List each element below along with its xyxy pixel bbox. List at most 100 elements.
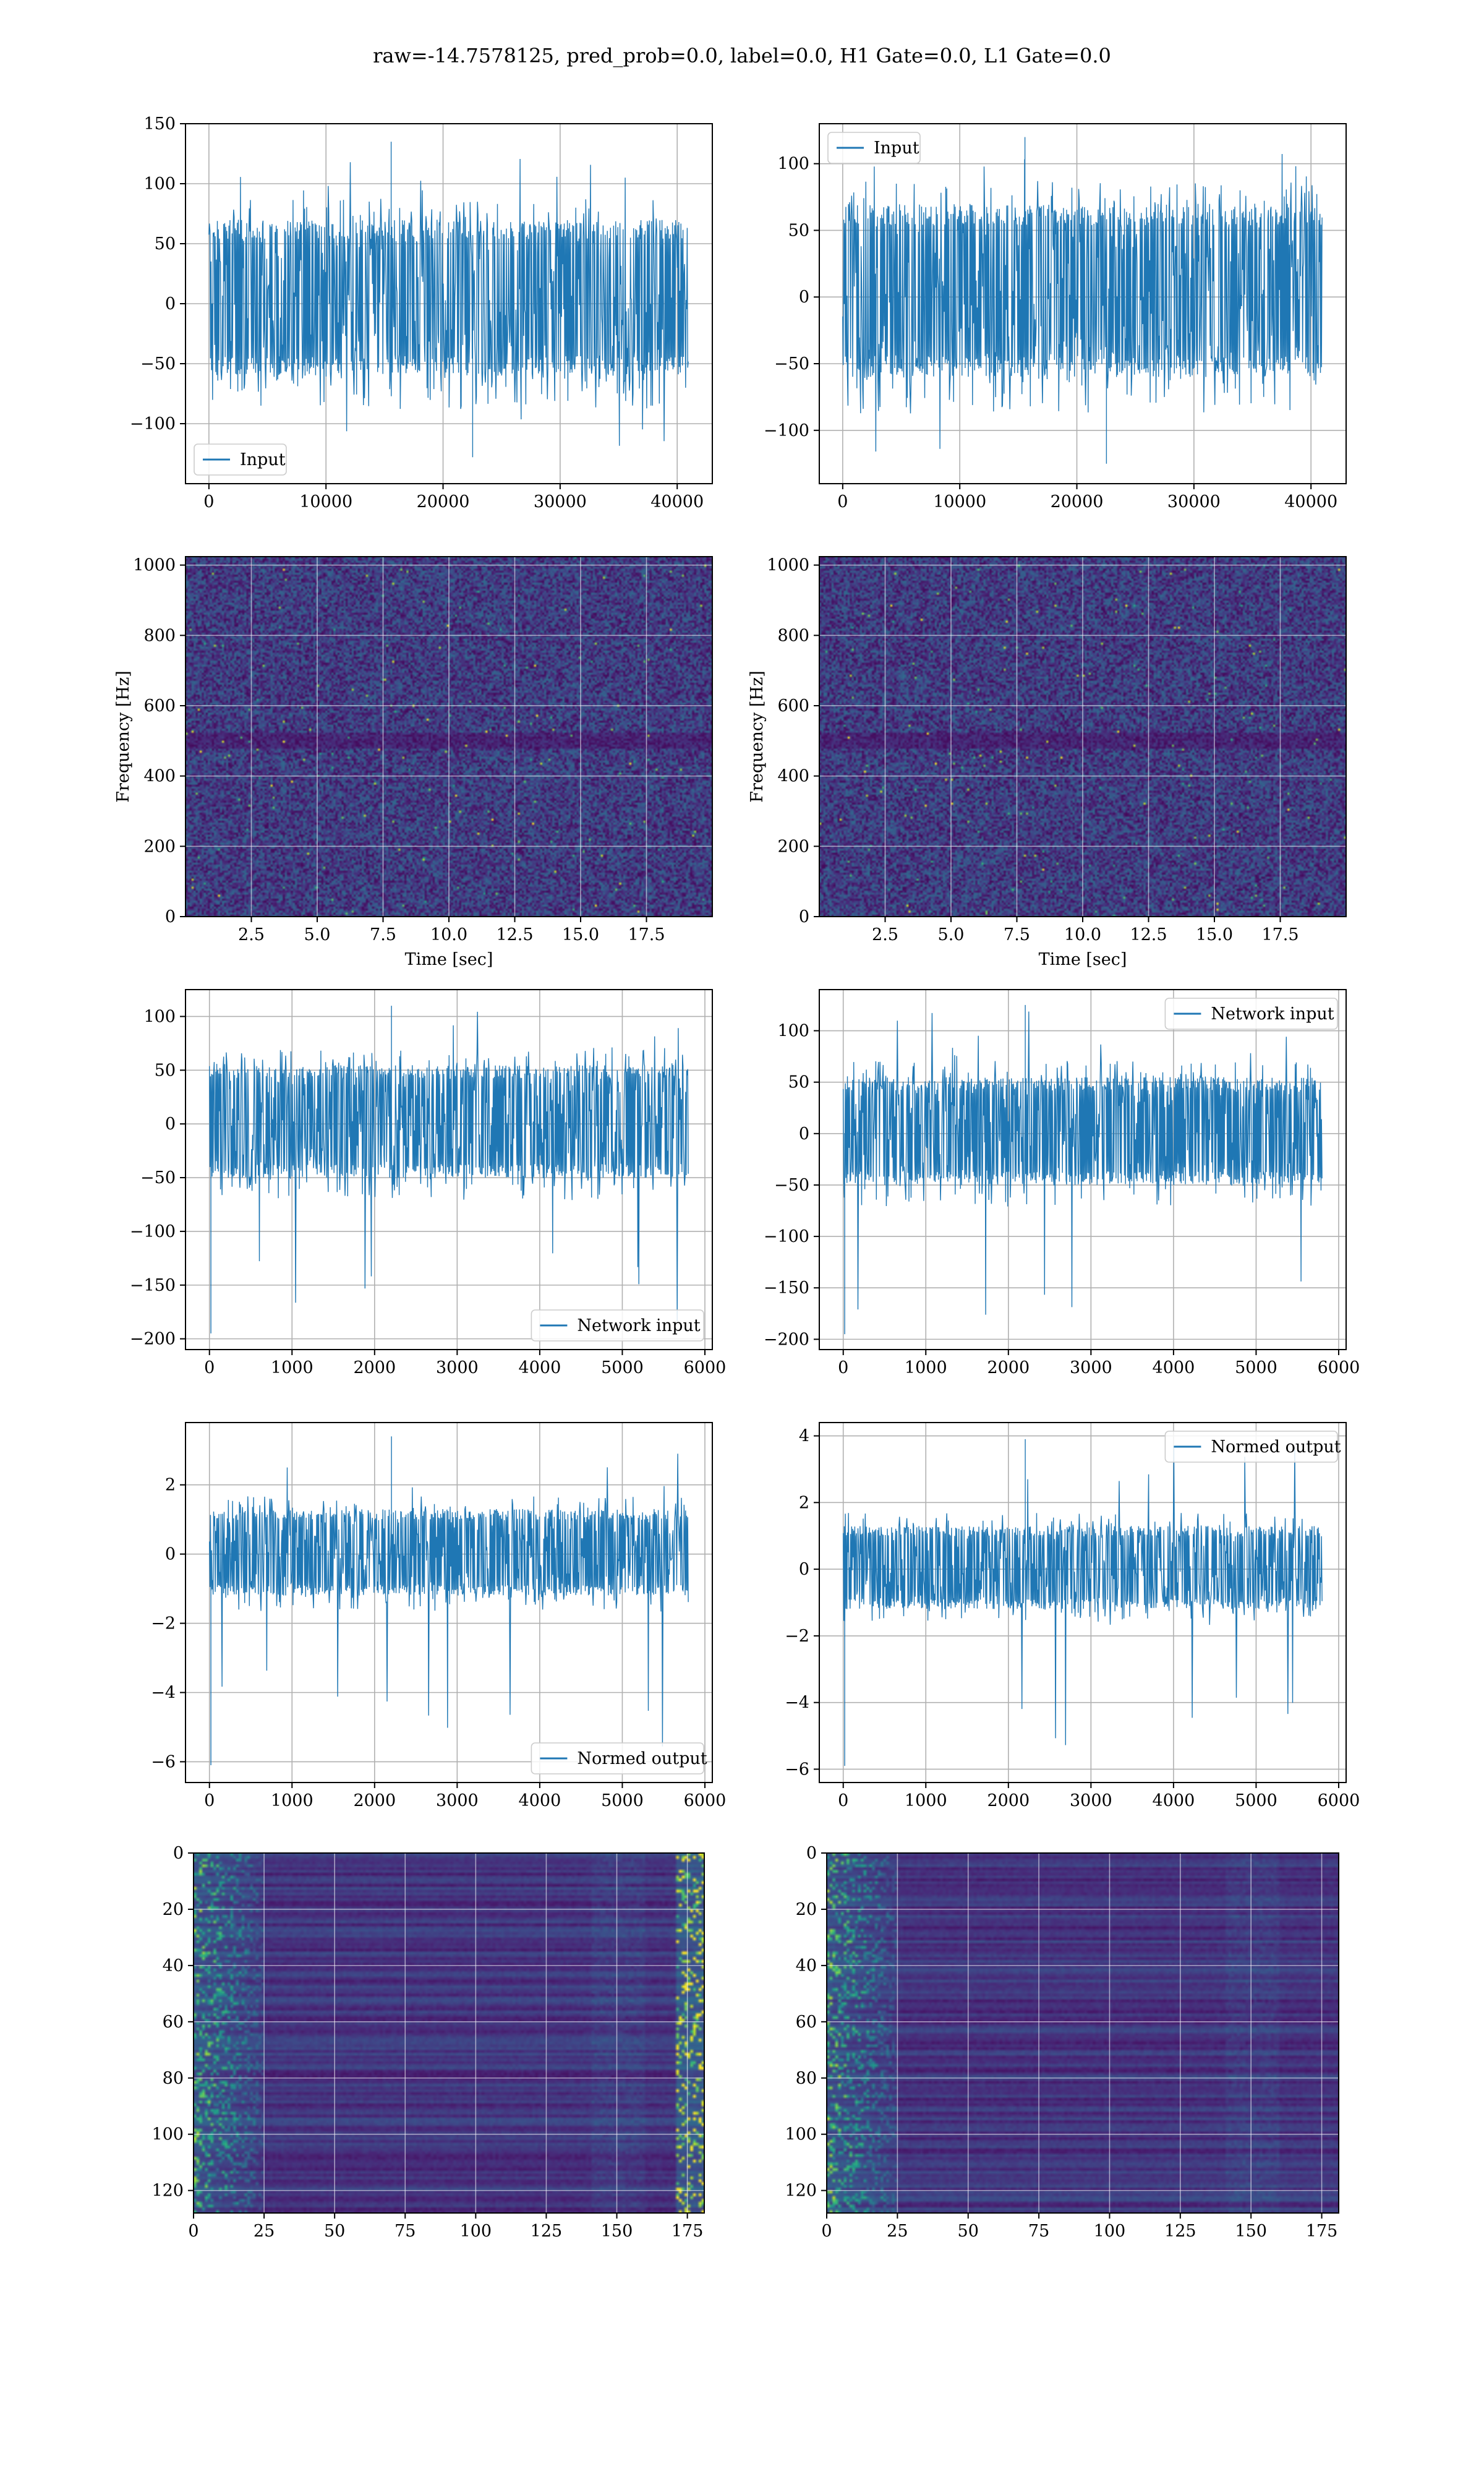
legend-frame [1164, 1431, 1338, 1463]
x-tick-label: 2000 [353, 1358, 396, 1377]
y-tick-label: 100 [151, 2125, 184, 2144]
x-tick-label: 125 [1164, 2222, 1196, 2241]
x-tick-label: 0 [837, 492, 848, 511]
y-tick-label: 0 [799, 1560, 809, 1579]
y-tick-label: 0 [165, 1115, 176, 1134]
heatmap-image [194, 1853, 704, 2213]
y-tick-label: 50 [155, 234, 176, 254]
l1-feature-map-panel: 0 25 50 75 100 125 150 175 0 20 40 60 80 100 120 [785, 1844, 1339, 2241]
y-tick-label: −4 [151, 1684, 176, 1703]
x-tick-label: 4000 [1153, 1358, 1195, 1377]
legend-label: Normed output [1211, 1437, 1341, 1457]
x-axis-label: Time [sec] [1039, 950, 1127, 969]
x-tick-label: 3000 [436, 1358, 479, 1377]
y-tick-label: 0 [165, 1545, 176, 1564]
y-tick-label: 100 [777, 1022, 809, 1041]
x-tick-label: 10000 [933, 492, 986, 511]
legend-label: Input [874, 139, 919, 158]
heatmap-image [827, 1853, 1339, 2213]
x-tick-label: 1000 [905, 1358, 947, 1377]
y-tick-label: 0 [173, 1844, 184, 1863]
legend-frame [194, 443, 287, 476]
x-tick-label: 15.0 [562, 925, 599, 944]
x-tick-label: 125 [531, 2222, 563, 2241]
series-line [842, 137, 1323, 464]
legend: Normed output [1164, 1431, 1341, 1463]
x-tick-label: 4000 [519, 1791, 561, 1810]
x-tick-label: 5.0 [304, 925, 331, 944]
legend-frame [531, 1742, 704, 1774]
y-tick-label: −100 [130, 1222, 176, 1241]
x-tick-label: 40000 [650, 492, 704, 511]
y-tick-label: 120 [785, 2181, 817, 2201]
x-tick-label: 5000 [601, 1791, 644, 1810]
x-tick-label: 2000 [987, 1791, 1030, 1810]
x-tick-label: 20000 [417, 492, 470, 511]
x-tick-label: 6000 [1318, 1791, 1360, 1810]
x-tick-label: 12.5 [1130, 925, 1167, 944]
x-tick-label: 40000 [1284, 492, 1337, 511]
x-tick-label: 0 [821, 2222, 832, 2241]
x-tick-label: 150 [601, 2222, 633, 2241]
y-tick-label: 150 [143, 114, 176, 134]
y-tick-label: −100 [764, 421, 809, 440]
y-tick-label: −2 [151, 1614, 176, 1633]
y-tick-label: 50 [155, 1061, 176, 1080]
legend-frame [827, 132, 921, 164]
y-tick-label: 80 [163, 2069, 184, 2088]
y-tick-label: 2 [799, 1493, 809, 1512]
x-tick-label: 0 [203, 492, 214, 511]
y-tick-label: 80 [796, 2069, 817, 2088]
y-tick-label: 60 [796, 2013, 817, 2032]
axes-frame [819, 1422, 1347, 1783]
figure-title: raw=-14.7578125, pred_prob=0.0, label=0.… [373, 44, 1111, 67]
x-tick-label: 75 [394, 2222, 416, 2241]
x-axis-label: Time [sec] [405, 950, 493, 969]
x-tick-label: 4000 [519, 1358, 561, 1377]
y-tick-label: −100 [130, 414, 176, 434]
x-tick-label: 4000 [1153, 1791, 1195, 1810]
axes-frame [819, 989, 1347, 1350]
x-tick-label: 0 [188, 2222, 198, 2241]
y-tick-label: 2 [165, 1476, 176, 1495]
y-tick-label: −200 [764, 1330, 809, 1349]
x-tick-label: 2.5 [872, 925, 898, 944]
y-tick-label: 0 [165, 907, 176, 927]
x-tick-label: 1000 [271, 1791, 313, 1810]
series-line [209, 1436, 689, 1765]
axes-frame [193, 1852, 705, 2214]
y-tick-label: 200 [143, 837, 176, 856]
y-tick-label: 60 [163, 2013, 184, 2032]
h1-input-panel: Input 0 10000 20000 30000 40000 150 100 50 0 −50 −1… [130, 114, 713, 511]
h1-normed-output-panel: Normed output 0 1000 2000 3000 4000 5000 6000 2 0… [151, 1422, 726, 1810]
legend: Network input [531, 1309, 704, 1342]
x-tick-label: 5.0 [938, 925, 965, 944]
h1-spectrogram-panel: 2.5 5.0 7.5 10.0 12.5 15.0 17.5 1000 800 600 400 20… [114, 556, 713, 969]
x-tick-label: 20000 [1051, 492, 1104, 511]
y-tick-label: 100 [777, 155, 809, 174]
legend-label: Network input [1211, 1004, 1334, 1024]
h1-feature-map-panel: 0 25 50 75 100 125 150 175 0 20 40 60 80 100 120 [151, 1844, 705, 2241]
series-line [843, 1004, 1323, 1335]
x-tick-label: 3000 [436, 1791, 479, 1810]
x-tick-label: 0 [838, 1358, 848, 1377]
series-line [843, 1439, 1323, 1766]
y-tick-label: −150 [764, 1278, 809, 1298]
y-tick-label: 40 [163, 1956, 184, 1975]
y-tick-label: −4 [785, 1693, 809, 1713]
x-tick-label: 75 [1028, 2222, 1049, 2241]
y-tick-label: −50 [140, 1168, 176, 1188]
y-tick-label: −50 [774, 1176, 809, 1195]
x-tick-label: 7.5 [370, 925, 396, 944]
y-tick-label: 600 [143, 696, 176, 716]
x-tick-label: 0 [204, 1358, 215, 1377]
x-tick-label: 50 [958, 2222, 979, 2241]
legend-frame [1164, 998, 1338, 1030]
y-tick-label: −100 [764, 1227, 809, 1246]
x-tick-label: 5000 [601, 1358, 644, 1377]
x-tick-label: 5000 [1235, 1791, 1277, 1810]
series-line [209, 1006, 689, 1333]
y-tick-label: 1000 [133, 556, 176, 575]
y-tick-label: 120 [151, 2181, 184, 2201]
